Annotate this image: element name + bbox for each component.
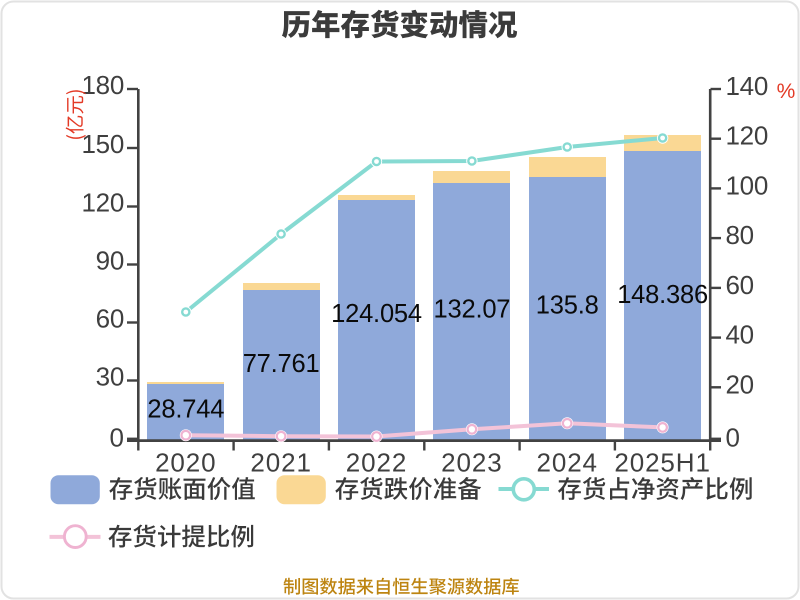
svg-text:90: 90 xyxy=(96,246,124,276)
svg-text:140: 140 xyxy=(726,71,768,101)
svg-text:2022: 2022 xyxy=(346,448,407,478)
svg-text:77.761: 77.761 xyxy=(243,350,320,378)
svg-text:120: 120 xyxy=(726,121,768,151)
svg-text:20: 20 xyxy=(726,369,754,399)
svg-text:124.054: 124.054 xyxy=(331,300,422,328)
svg-text:%: % xyxy=(777,80,796,103)
svg-text:2020: 2020 xyxy=(155,448,216,478)
svg-text:2024: 2024 xyxy=(536,448,597,478)
svg-text:0: 0 xyxy=(110,422,124,452)
svg-text:28.744: 28.744 xyxy=(147,396,224,424)
svg-text:0: 0 xyxy=(726,422,740,452)
svg-text:60: 60 xyxy=(96,304,124,334)
svg-text:135.8: 135.8 xyxy=(536,292,599,320)
svg-text:148.386: 148.386 xyxy=(617,281,708,309)
svg-text:2023: 2023 xyxy=(441,448,502,478)
svg-text:2025H1: 2025H1 xyxy=(614,448,710,478)
svg-text:132.07: 132.07 xyxy=(434,296,511,324)
svg-text:60: 60 xyxy=(726,270,754,300)
svg-text:120: 120 xyxy=(82,188,124,218)
svg-text:40: 40 xyxy=(726,320,754,350)
svg-text:2021: 2021 xyxy=(250,448,311,478)
svg-text:30: 30 xyxy=(96,362,124,392)
svg-text:150: 150 xyxy=(82,129,124,159)
svg-text:100: 100 xyxy=(726,170,768,200)
svg-text:180: 180 xyxy=(82,70,124,100)
svg-text:80: 80 xyxy=(726,220,754,250)
